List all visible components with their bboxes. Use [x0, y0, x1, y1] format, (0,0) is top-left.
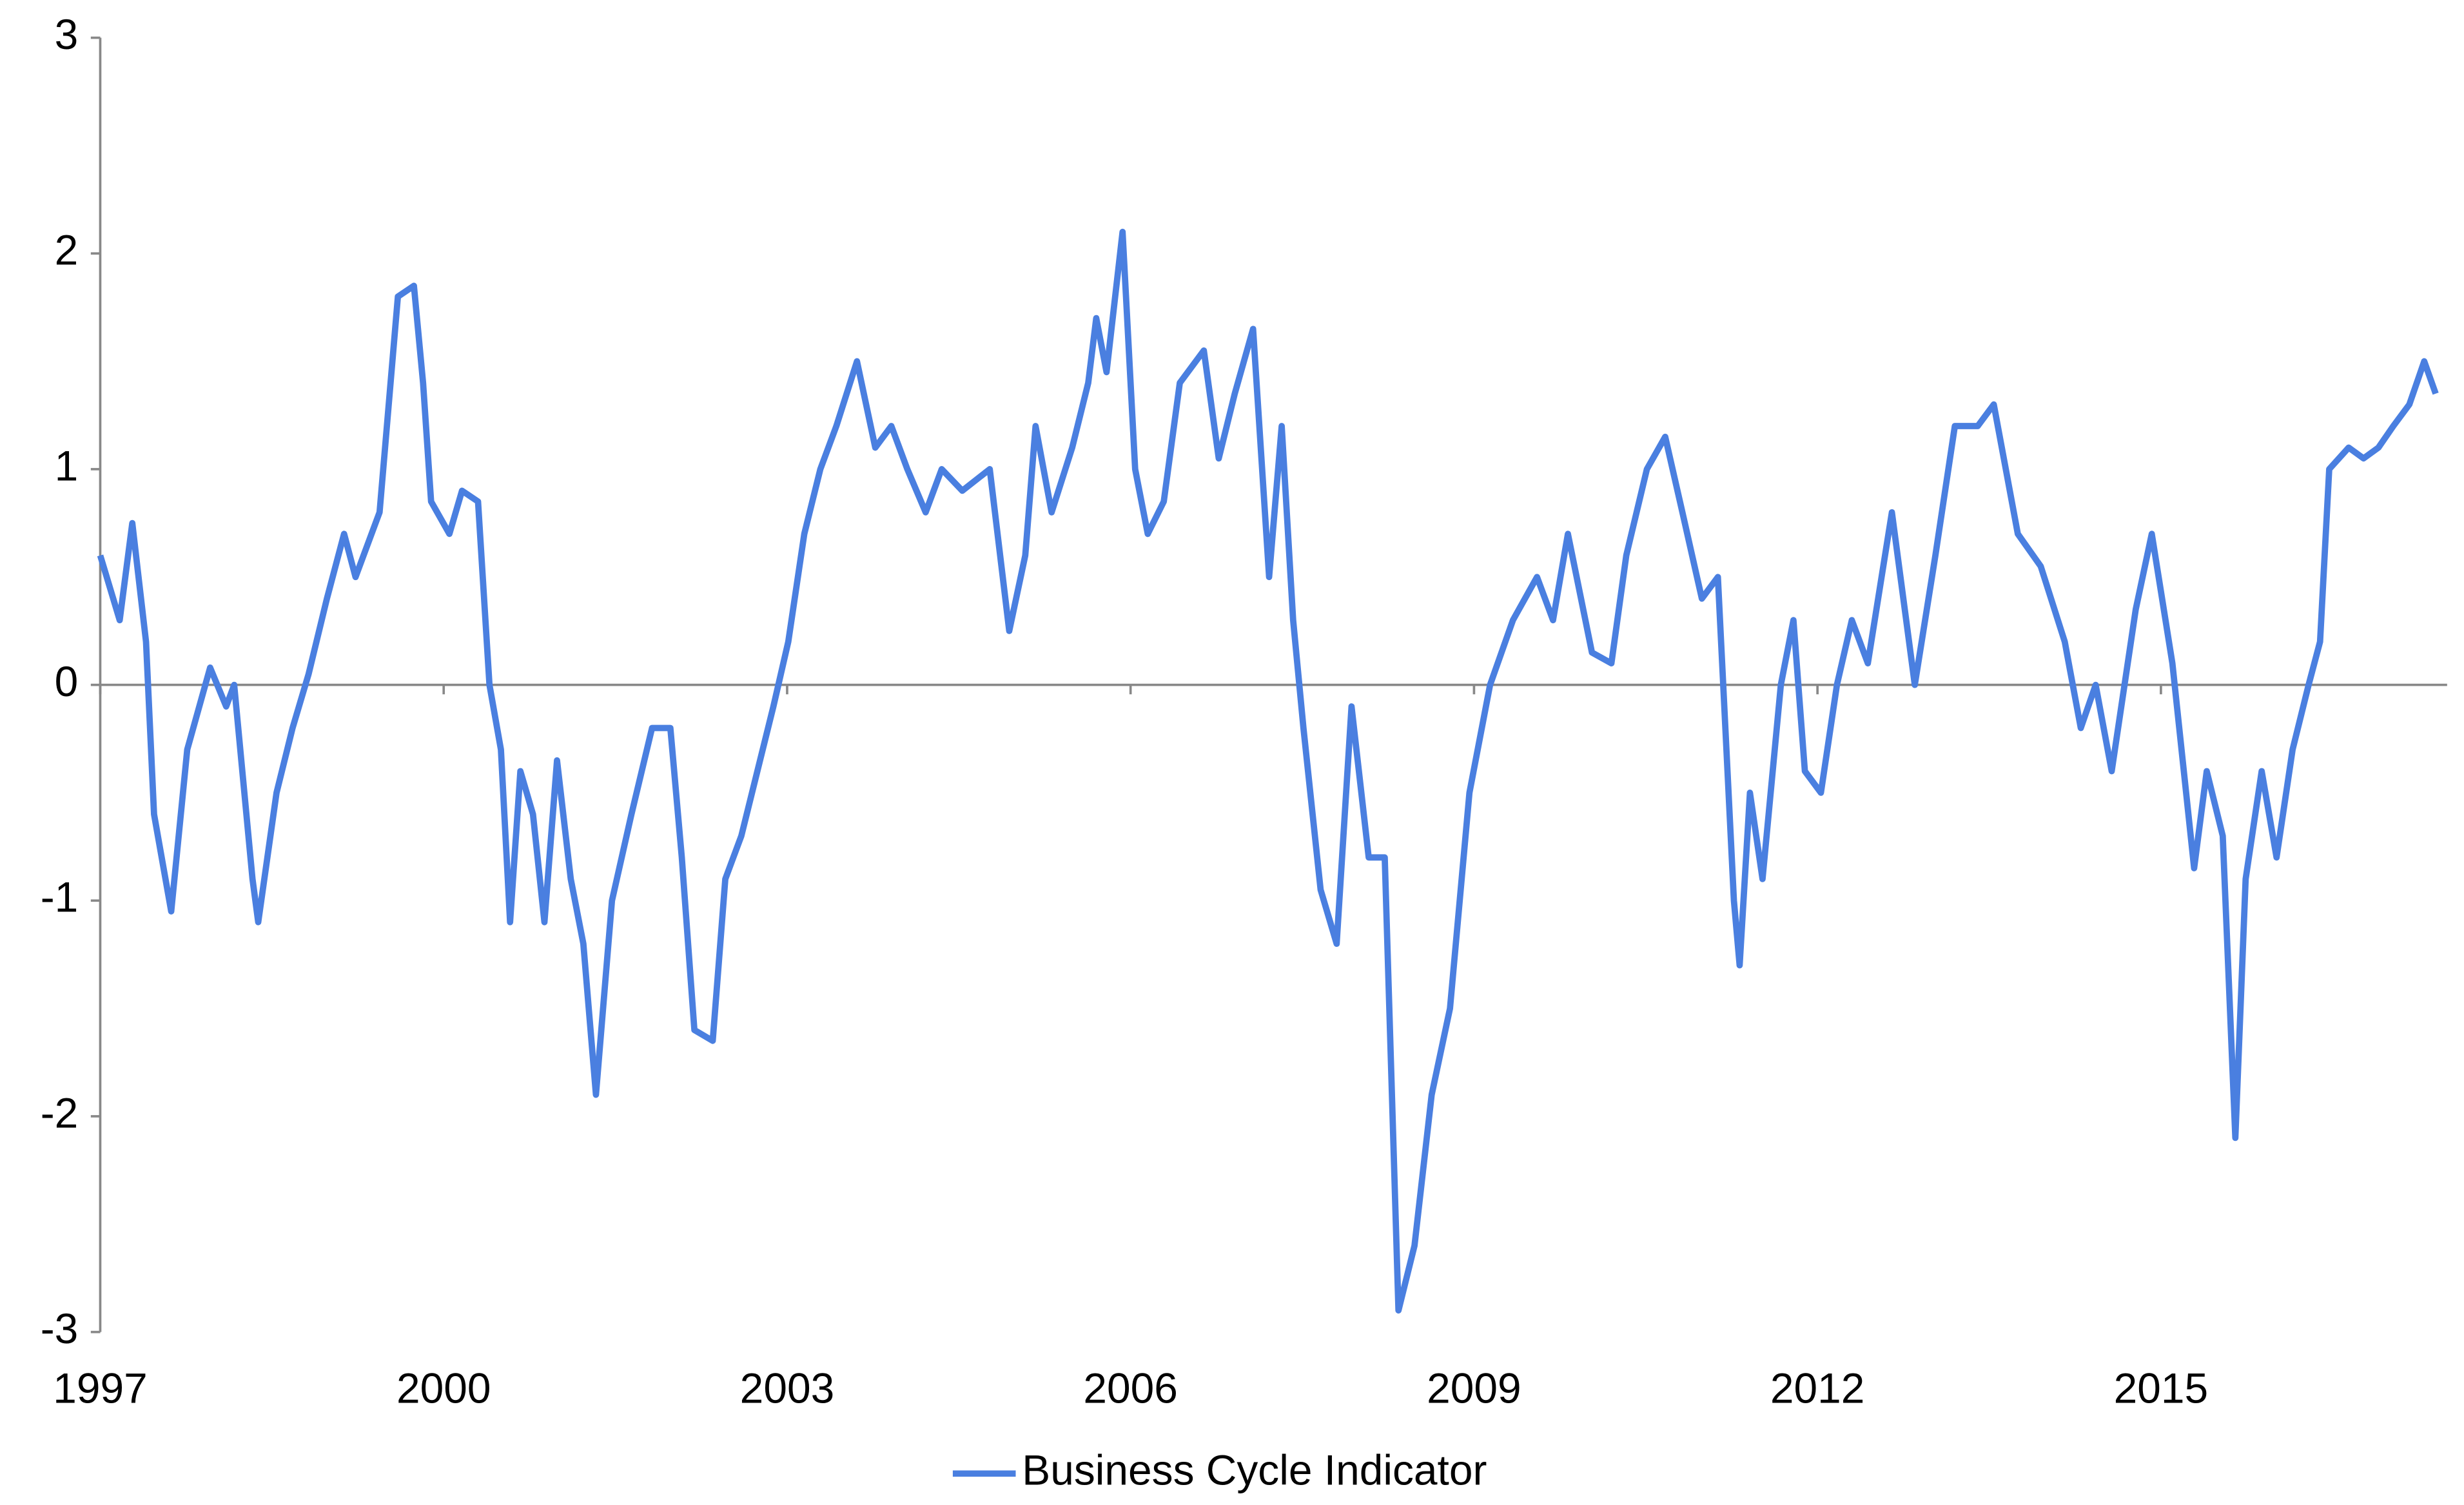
- x-tick-label: 1997: [53, 1364, 148, 1412]
- y-tick-label: 2: [55, 226, 79, 274]
- x-tick-label: 2015: [2114, 1364, 2209, 1412]
- legend-label: Business Cycle Indicator: [1022, 1446, 1487, 1494]
- x-tick-label: 2006: [1083, 1364, 1178, 1412]
- x-tick-label: 2000: [396, 1364, 491, 1412]
- series-line: [97, 228, 2439, 1314]
- x-tick-label: 2012: [1770, 1364, 1865, 1412]
- x-tick-label: 2009: [1427, 1364, 1521, 1412]
- y-tick-label: 1: [55, 442, 79, 489]
- y-tick-label: 3: [55, 10, 79, 58]
- x-tick-label: 2003: [740, 1364, 835, 1412]
- y-tick-label: -3: [41, 1305, 79, 1352]
- y-tick-label: 0: [55, 657, 79, 705]
- y-tick-label: -1: [41, 873, 79, 921]
- y-tick-label: -2: [41, 1089, 79, 1136]
